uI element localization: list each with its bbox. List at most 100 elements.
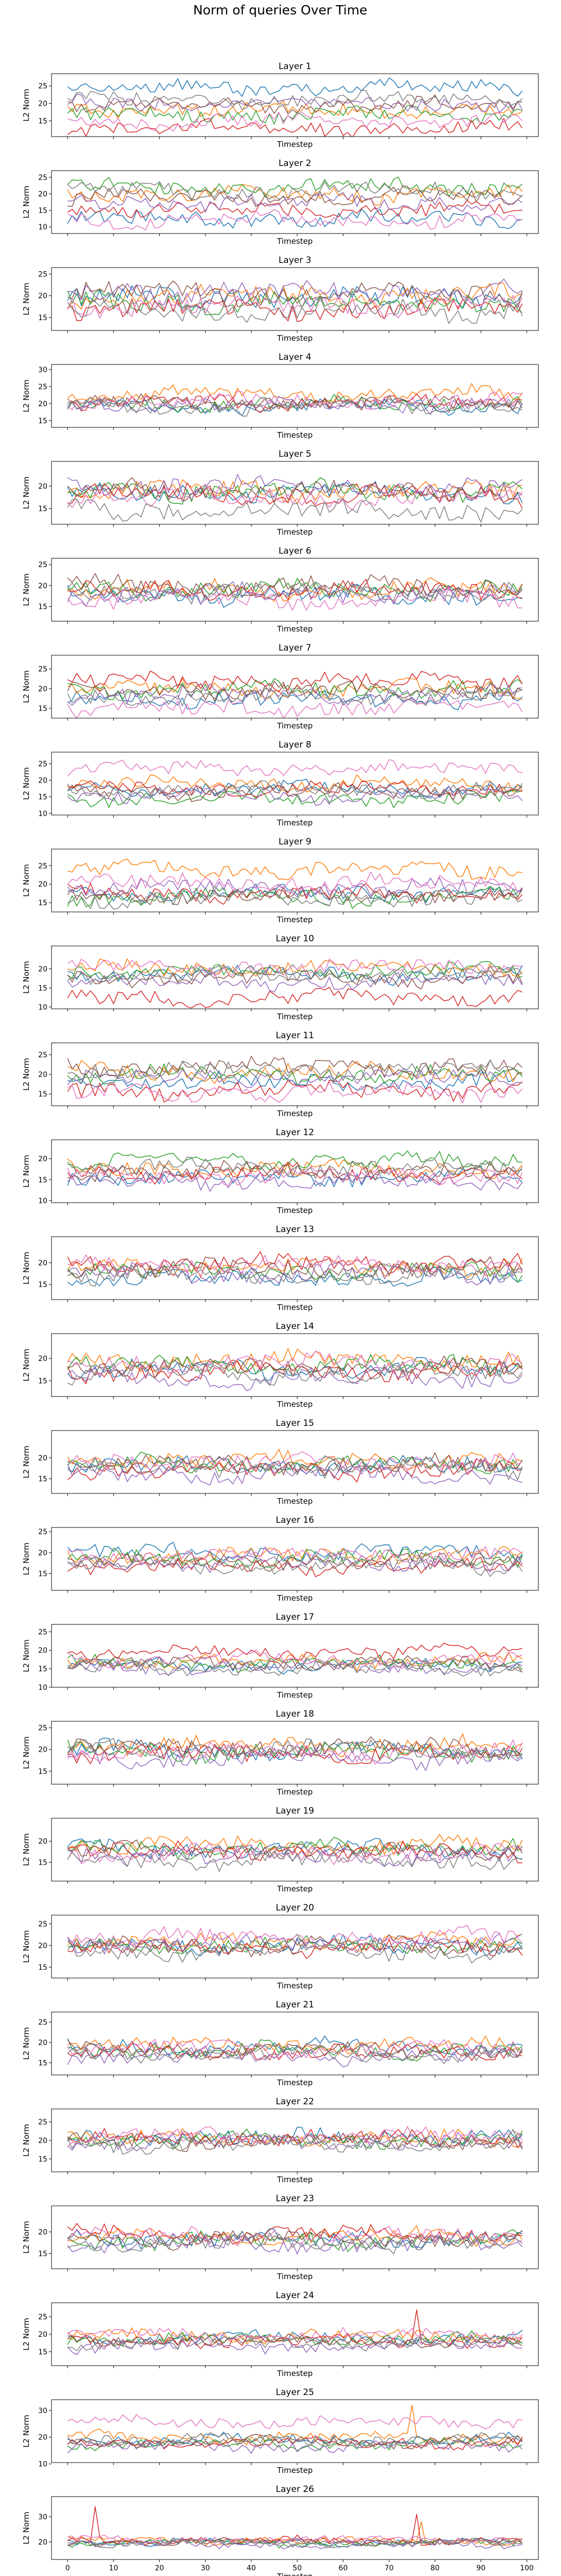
- plot-frame: [51, 849, 539, 912]
- subplot-title: Layer 21: [276, 2000, 314, 2010]
- y-axis-label: L2 Norm: [22, 476, 31, 509]
- subplot-1: Layer 1 15 20 25 Timestep L2 Norm: [22, 61, 539, 149]
- series-line-6: [67, 393, 523, 411]
- series-line-4: [67, 118, 523, 137]
- x-axis-label: Timestep: [277, 237, 313, 246]
- plot-frame: [51, 461, 539, 525]
- y-axis-label: L2 Norm: [22, 1736, 31, 1769]
- subplot-20: Layer 20 15 20 25 Timestep L2 Norm: [22, 1903, 539, 1990]
- series-line-7: [67, 1739, 523, 1765]
- y-tick-label: 15: [38, 899, 47, 907]
- y-tick-label: 15: [38, 705, 47, 713]
- series-group: [67, 176, 523, 231]
- y-tick-label: 20: [38, 1355, 47, 1363]
- series-line-2: [67, 281, 522, 310]
- x-axis-label: Timestep: [277, 1400, 313, 1409]
- series-line-4: [67, 883, 523, 905]
- y-tick-label: 15: [38, 1858, 47, 1867]
- series-line-2: [67, 958, 523, 977]
- subplot-title: Layer 2: [279, 158, 312, 169]
- subplot-title: Layer 8: [279, 740, 312, 750]
- series-line-7: [67, 1165, 523, 1186]
- y-tick-label: 20: [38, 483, 47, 491]
- series-line-8: [67, 581, 523, 605]
- y-tick-label: 15: [38, 793, 47, 802]
- subplot-title: Layer 6: [279, 546, 312, 556]
- subplot-title: Layer 13: [276, 1224, 314, 1235]
- series-line-8: [67, 2044, 523, 2064]
- subplot-title: Layer 19: [276, 1806, 314, 1816]
- plot-frame: [51, 2205, 539, 2269]
- y-tick-label: 10: [38, 1197, 47, 1205]
- plot-frame: [51, 1430, 539, 1494]
- y-tick-label: 15: [38, 2348, 47, 2356]
- series-line-7: [67, 209, 523, 231]
- series-group: [67, 958, 523, 1009]
- series-line-6: [67, 1452, 523, 1475]
- plot-frame: [51, 1139, 539, 1203]
- x-tick-label: 100: [520, 2564, 534, 2572]
- series-group: [67, 278, 523, 324]
- y-tick-label: 25: [38, 1724, 47, 1733]
- series-group: [67, 2506, 523, 2550]
- series-line-5: [67, 192, 523, 213]
- y-tick-label: 20: [38, 685, 47, 693]
- series-line-8: [67, 2432, 523, 2447]
- y-tick-label: 15: [38, 1377, 47, 1386]
- x-axis-label: Timestep: [277, 1497, 313, 1506]
- x-tick-label: 10: [109, 2564, 118, 2572]
- series-line-3: [67, 394, 523, 414]
- series-line-1: [67, 208, 522, 229]
- series-line-7: [67, 390, 522, 410]
- subplot-title: Layer 14: [276, 1321, 314, 1332]
- subplot-title: Layer 12: [276, 1127, 314, 1138]
- series-line-1: [67, 1166, 523, 1187]
- x-tick-label: 30: [201, 2564, 210, 2572]
- series-line-4: [67, 2223, 522, 2245]
- x-axis-label: Timestep: [277, 2369, 313, 2378]
- series-line-5: [67, 396, 523, 415]
- subplot-11: Layer 11 15 20 25 Timestep L2 Norm: [22, 1031, 539, 1118]
- y-tick-label: 25: [38, 82, 47, 91]
- y-tick-label: 25: [38, 383, 47, 391]
- y-axis-label: L2 Norm: [22, 2221, 31, 2254]
- series-line-7: [67, 2414, 522, 2430]
- series-line-2: [67, 479, 522, 505]
- y-tick-label: 15: [38, 1768, 47, 1776]
- x-axis-label: Timestep: [277, 2466, 313, 2475]
- series-group: [67, 2404, 523, 2454]
- y-tick-label: 10: [38, 1684, 47, 1692]
- subplot-title: Layer 23: [276, 2193, 314, 2204]
- y-tick-label: 20: [38, 2434, 47, 2442]
- plot-frame: [51, 1818, 539, 1882]
- series-line-7: [67, 1082, 523, 1104]
- y-tick-label: 10: [38, 2461, 47, 2469]
- series-line-8: [67, 297, 523, 324]
- series-group: [67, 759, 523, 808]
- series-line-1: [67, 691, 523, 710]
- x-axis-label: Timestep: [277, 527, 313, 537]
- series-group: [67, 2309, 523, 2355]
- subplot-title: Layer 20: [276, 1903, 314, 1913]
- series-group: [67, 2223, 523, 2255]
- y-axis-label: L2 Norm: [22, 1930, 31, 1963]
- x-axis-label: Timestep: [277, 2572, 313, 2576]
- y-tick-label: 25: [38, 666, 47, 674]
- series-line-1: [67, 1934, 523, 1956]
- plot-frame: [51, 655, 539, 719]
- series-line-4: [67, 987, 523, 1009]
- subplot-title: Layer 22: [276, 2097, 314, 2107]
- y-axis-label: L2 Norm: [22, 2027, 31, 2060]
- y-axis-label: L2 Norm: [22, 961, 31, 994]
- series-line-7: [67, 111, 523, 131]
- series-line-7: [67, 1649, 523, 1669]
- series-line-2: [67, 2327, 522, 2345]
- y-tick-label: 20: [38, 2331, 47, 2339]
- y-axis-label: L2 Norm: [22, 1639, 31, 1672]
- subplot-title: Layer 25: [276, 2387, 314, 2398]
- y-tick-label: 15: [38, 118, 47, 126]
- series-line-3: [67, 789, 523, 808]
- series-line-2: [67, 1449, 523, 1472]
- y-axis-label: L2 Norm: [22, 89, 31, 122]
